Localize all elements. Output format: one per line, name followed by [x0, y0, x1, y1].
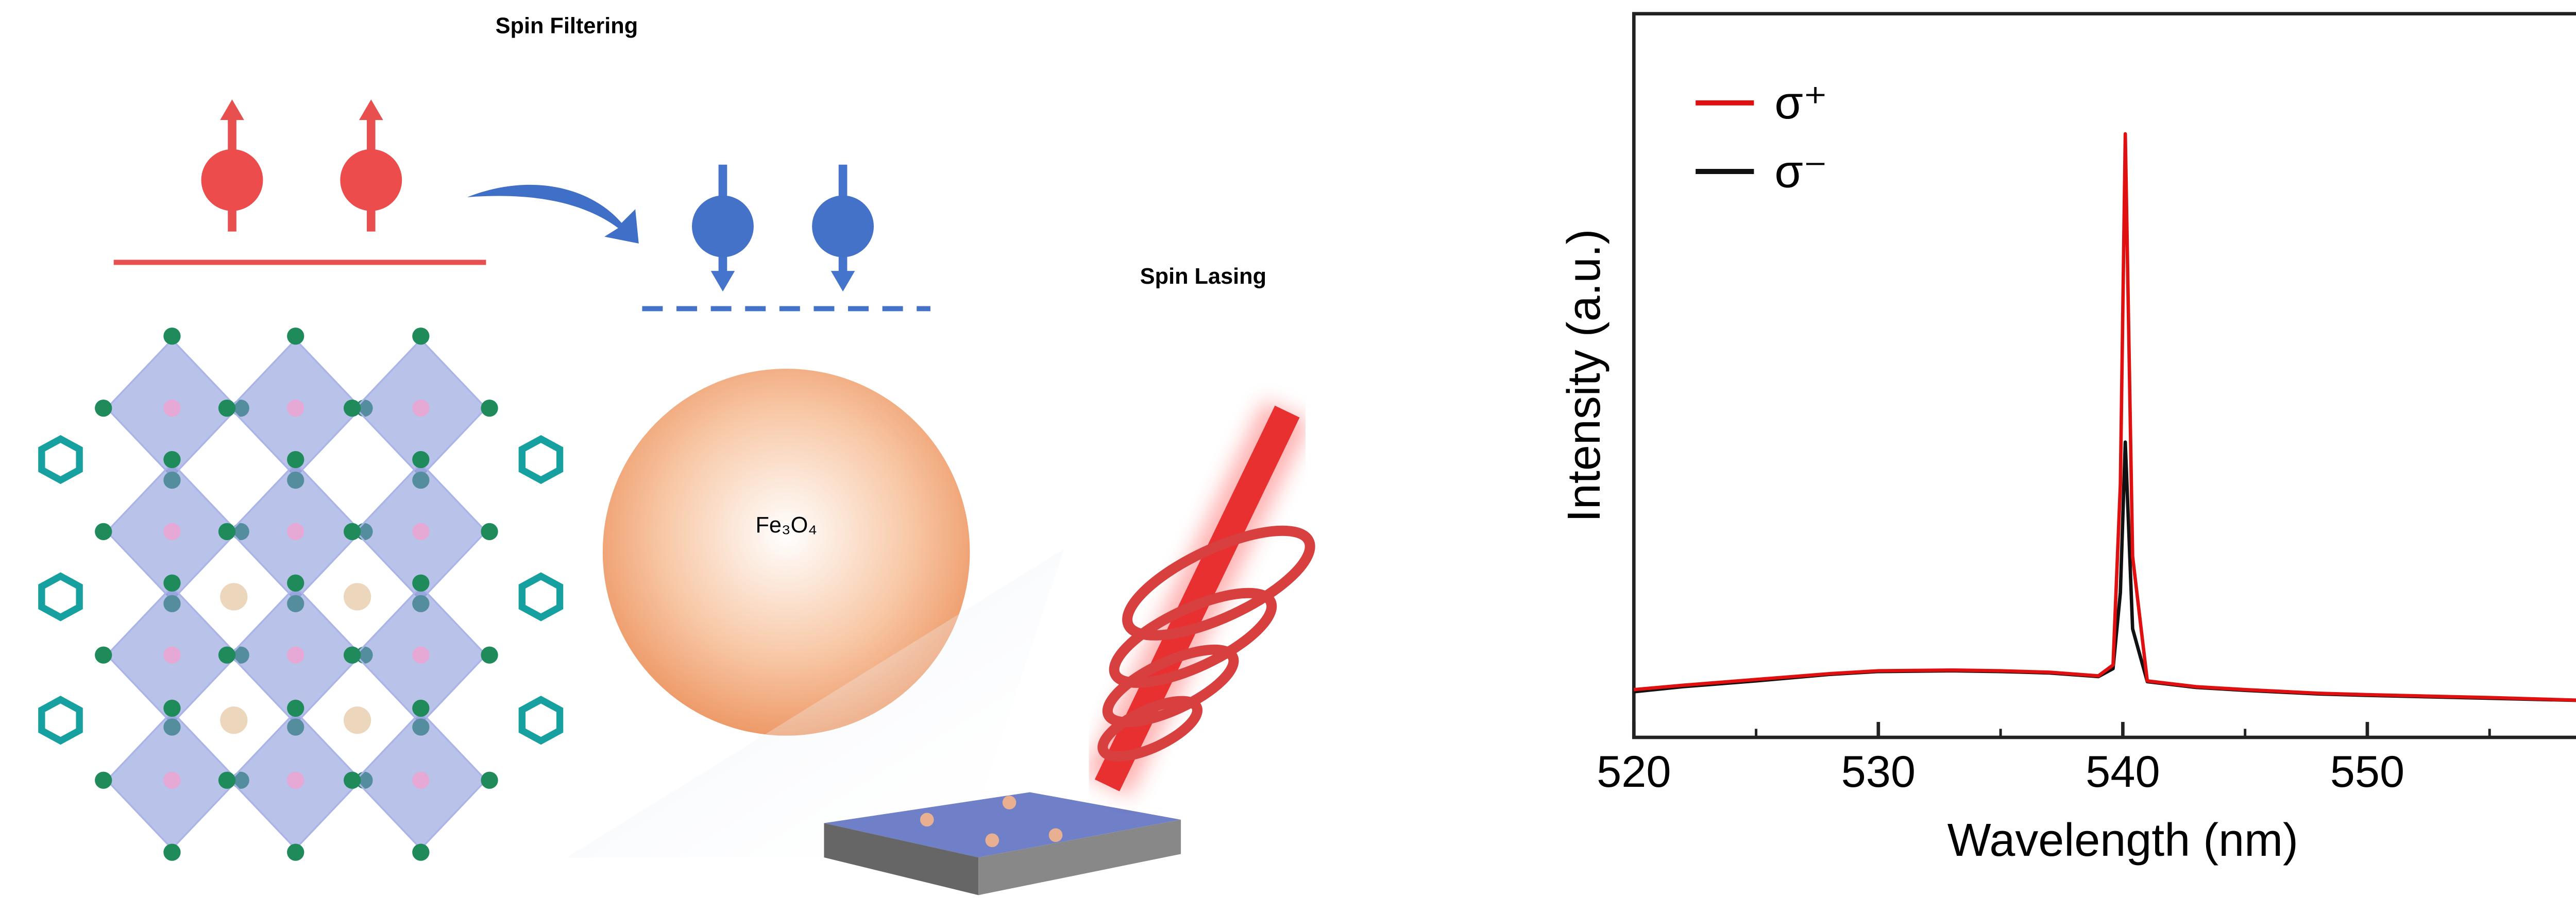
metal-atom [287, 646, 304, 664]
x-tick-label: 540 [2086, 747, 2160, 797]
halide-atom [343, 399, 361, 417]
halide-atom [218, 771, 236, 789]
halide-atom [481, 399, 498, 417]
metal-atom [163, 399, 181, 417]
organic-ring [38, 696, 83, 745]
legend-label: σ⁻ [1774, 146, 1827, 197]
fe3o4-particle [602, 368, 970, 736]
spin-down-electrons [642, 164, 930, 312]
halide-atom [343, 771, 361, 789]
halide-atom [218, 523, 236, 541]
halide-atom [343, 646, 361, 664]
organic-ring [38, 435, 83, 485]
spectrum-chart: Wavelength (nm) Intensity (a.u.) 520 530 5… [1558, 12, 2576, 866]
halide-atom [412, 699, 430, 717]
filter-arrow [467, 184, 639, 244]
halide-atom [287, 574, 304, 592]
laser-device [824, 792, 1181, 895]
halide-atom [163, 451, 181, 469]
cation [343, 706, 371, 734]
metal-atom [412, 523, 430, 541]
metal-atom [287, 771, 304, 789]
organic-ring [38, 572, 83, 622]
x-tick-label: 560 [2574, 747, 2576, 797]
halide-atom [287, 699, 304, 717]
x-tick-label: 550 [2330, 747, 2404, 797]
halide-atom [412, 451, 430, 469]
legend-label: σ⁺ [1774, 77, 1827, 129]
metal-atom [412, 399, 430, 417]
halide-atom [95, 399, 112, 417]
halide-atom [218, 399, 236, 417]
halide-atom [481, 646, 498, 664]
cation [343, 583, 371, 611]
series-line [1633, 440, 2576, 702]
halide-atom [412, 574, 430, 592]
series-line [1634, 132, 2576, 702]
cation [220, 583, 248, 611]
metal-atom [412, 771, 430, 789]
x-tick-label: 520 [1597, 747, 1671, 797]
halide-atom [412, 843, 430, 861]
metal-atom [412, 646, 430, 664]
particle-label: Fe₃O₄ [755, 513, 817, 538]
metal-atom [163, 646, 181, 664]
halide-atom [343, 523, 361, 541]
halide-atom [163, 843, 181, 861]
halide-atom [287, 843, 304, 861]
spin-filtering-label: Spin Filtering [496, 14, 638, 39]
organic-ring [518, 572, 564, 622]
y-axis-label: Intensity (a.u.) [1558, 229, 1610, 522]
halide-atom [481, 771, 498, 789]
metal-atom [287, 399, 304, 417]
halide-atom [95, 646, 112, 664]
halide-atom [163, 699, 181, 717]
metal-atom [163, 771, 181, 789]
metal-atom [163, 523, 181, 541]
laser-beam [1083, 400, 1315, 797]
x-tick-label: 530 [1841, 747, 1916, 797]
spin-up-electrons [113, 99, 486, 265]
halide-atom [287, 327, 304, 345]
halide-atom [163, 327, 181, 345]
halide-atom [481, 523, 498, 541]
halide-atom [163, 574, 181, 592]
organic-ring [518, 435, 564, 485]
halide-atom [95, 771, 112, 789]
cation [220, 706, 248, 734]
x-axis-label: Wavelength (nm) [1947, 815, 2298, 866]
metal-atom [287, 523, 304, 541]
perovskite-crystal [38, 327, 564, 861]
spin-lasing-label: Spin Lasing [1140, 264, 1266, 289]
halide-atom [412, 327, 430, 345]
halide-atom [287, 451, 304, 469]
halide-atom [218, 646, 236, 664]
organic-ring [518, 696, 564, 745]
halide-atom [95, 523, 112, 541]
